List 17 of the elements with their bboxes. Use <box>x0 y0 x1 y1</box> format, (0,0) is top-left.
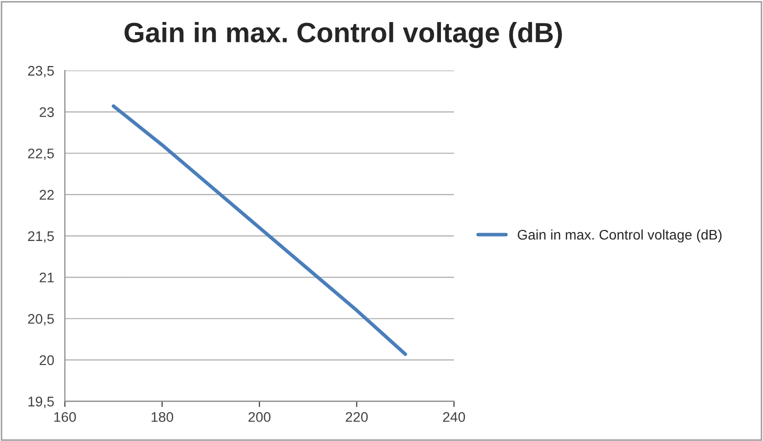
legend-label: Gain in max. Control voltage (dB) <box>518 229 722 242</box>
y-tick-label: 23 <box>40 107 54 118</box>
line-series <box>112 104 408 356</box>
x-tick-label: 200 <box>248 412 270 422</box>
y-tick-label: 23,5 <box>28 66 54 78</box>
x-tick-label: 180 <box>152 412 174 422</box>
x-tick-label: 240 <box>443 412 466 422</box>
chart-title: Gain in max. Control voltage (dB) <box>124 22 562 48</box>
y-tick-label: 22,5 <box>28 148 54 160</box>
y-tick-label: 21 <box>40 272 54 282</box>
x-tick-label: 220 <box>346 412 368 422</box>
x-tick-label: 160 <box>54 412 76 422</box>
y-tick-label: 19,5 <box>28 396 54 408</box>
y-tick-label: 20 <box>40 355 54 366</box>
y-tick-label: 21,5 <box>28 231 54 243</box>
y-tick-label: 22 <box>40 190 54 200</box>
y-tick-label: 20,5 <box>28 314 54 326</box>
